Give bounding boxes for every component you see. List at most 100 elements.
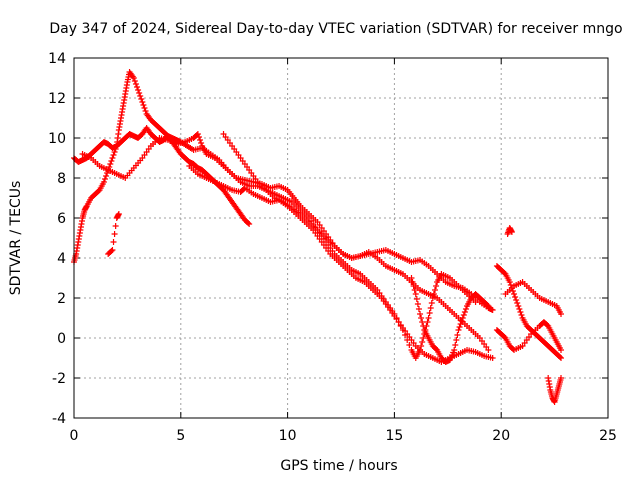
data-point [512, 294, 519, 300]
data-point [413, 296, 420, 302]
data-point [393, 315, 400, 321]
x-tick-label: 20 [492, 428, 510, 444]
data-point [456, 324, 463, 330]
data-point [132, 81, 139, 87]
data-point [419, 319, 426, 325]
data-point [139, 99, 146, 105]
y-tick-label: 10 [48, 131, 66, 147]
data-point [101, 176, 108, 182]
data-point [404, 337, 411, 343]
data-point [472, 299, 479, 305]
data-point [141, 105, 148, 111]
data-point [246, 221, 253, 227]
data-point [111, 149, 118, 155]
data-point [558, 311, 565, 317]
chart-title: Day 347 of 2024, Sidereal Day-to-day VTE… [49, 21, 622, 37]
series-track-1 [71, 125, 496, 313]
data-point [109, 155, 116, 161]
data-point [108, 158, 115, 164]
data-point [459, 315, 466, 321]
data-point [489, 307, 496, 313]
data-point [514, 300, 521, 306]
data-point [511, 291, 518, 297]
data-point [112, 223, 119, 229]
data-point [412, 291, 419, 297]
data-point [485, 303, 492, 309]
data-point [245, 220, 252, 226]
y-tick-label: 14 [48, 51, 66, 67]
data-point [457, 321, 464, 327]
y-tick-label: -4 [52, 411, 66, 427]
data-point [518, 312, 525, 318]
data-point [409, 279, 416, 285]
data-point [558, 347, 565, 353]
data-point [507, 282, 514, 288]
data-point [484, 302, 491, 308]
y-axis-label: SDTVAR / TECUs [8, 181, 24, 296]
data-point [458, 318, 465, 324]
series-track-10 [545, 375, 565, 405]
data-point [556, 354, 563, 360]
data-point [461, 309, 468, 315]
data-point [109, 247, 116, 253]
data-point [431, 287, 438, 293]
data-point [411, 287, 418, 293]
data-point [134, 84, 141, 90]
data-point [489, 355, 496, 361]
series-track-4 [186, 163, 496, 365]
series-track-5 [220, 131, 479, 361]
data-point [115, 211, 122, 217]
data-point [194, 131, 201, 137]
data-point [410, 283, 417, 289]
data-point [137, 93, 144, 99]
data-point [430, 291, 437, 297]
data-point [110, 239, 117, 245]
data-point [427, 305, 434, 311]
data-point [462, 306, 469, 312]
data-point [558, 375, 565, 381]
data-point [453, 337, 460, 343]
data-point [418, 343, 425, 349]
x-tick-label: 15 [385, 428, 403, 444]
data-point [415, 306, 422, 312]
data-point [140, 102, 147, 108]
y-tick-label: 8 [57, 171, 66, 187]
data-point [391, 311, 398, 317]
series-track-7 [493, 263, 565, 361]
data-point [111, 231, 118, 237]
data-point [517, 309, 524, 315]
data-point [426, 310, 433, 316]
data-point [451, 347, 458, 353]
data-point [395, 319, 402, 325]
data-point [107, 161, 114, 167]
x-tick-label: 5 [176, 428, 185, 444]
data-point [136, 90, 143, 96]
x-tick-label: 10 [279, 428, 297, 444]
data-point [418, 315, 425, 321]
data-point [425, 315, 432, 321]
data-point [100, 179, 107, 185]
x-tick-label: 25 [599, 428, 617, 444]
y-tick-label: 12 [48, 91, 66, 107]
data-point [406, 342, 413, 348]
data-points [71, 69, 565, 405]
data-point [429, 295, 436, 301]
axis-ticks: 0 5 10 15 20 25 -4 -2 0 2 4 6 8 10 12 14 [48, 51, 617, 444]
data-point [509, 288, 516, 294]
grid [74, 58, 608, 418]
data-point [419, 339, 426, 345]
data-point [428, 300, 435, 306]
series-track-2 [71, 69, 253, 265]
data-point [424, 319, 431, 325]
x-axis-label: GPS time / hours [280, 458, 397, 474]
data-point [135, 87, 142, 93]
data-point [516, 306, 523, 312]
data-point [397, 323, 404, 329]
y-tick-label: 4 [57, 251, 66, 267]
data-point [195, 134, 202, 140]
y-tick-label: 0 [57, 331, 66, 347]
series-track-11 [105, 211, 122, 257]
data-point [106, 164, 113, 170]
series-track-9 [493, 319, 565, 353]
